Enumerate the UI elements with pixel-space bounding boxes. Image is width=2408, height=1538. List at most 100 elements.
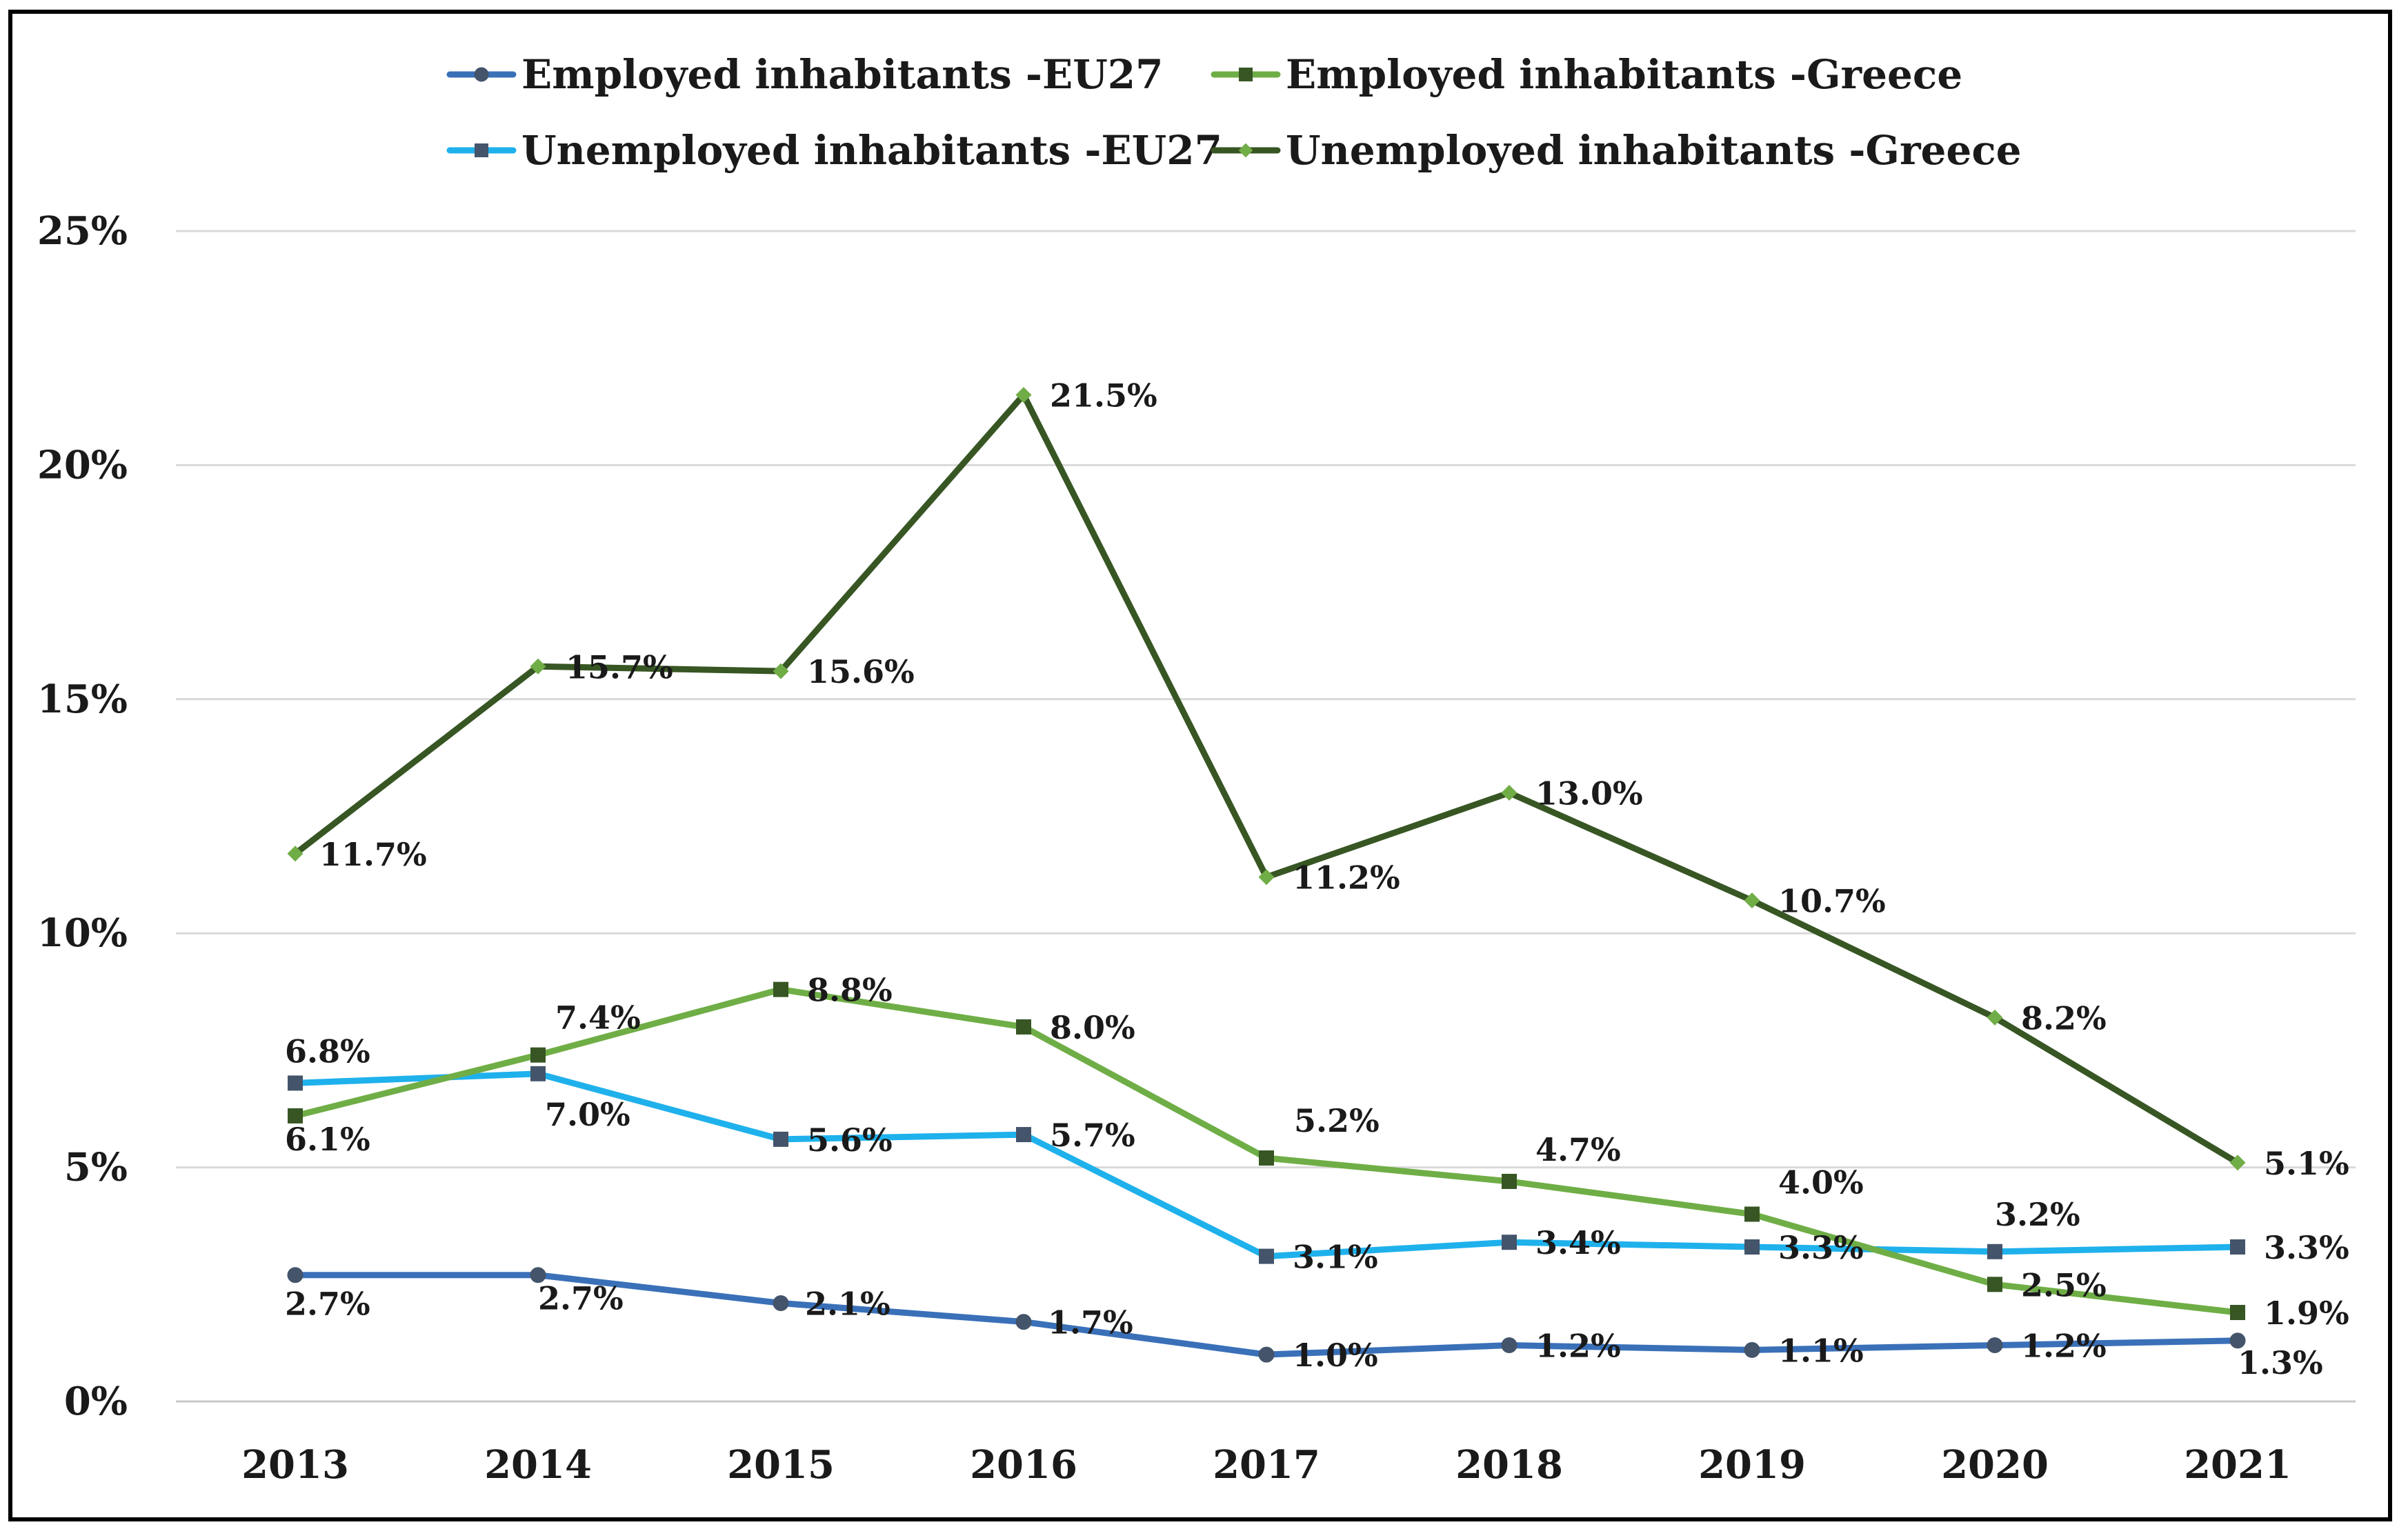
- data-label: 3.3%: [2264, 1229, 2349, 1266]
- data-label: 6.8%: [285, 1032, 370, 1070]
- data-label: 3.3%: [1778, 1229, 1864, 1266]
- legend-item: Unemployed inhabitants -Greece: [1211, 127, 2022, 174]
- data-point-marker: [1501, 1337, 1518, 1354]
- data-point-marker: [1016, 1127, 1031, 1143]
- y-tick-label: 15%: [37, 677, 128, 722]
- data-label: 7.0%: [545, 1096, 630, 1133]
- data-point-marker: [1987, 1009, 2003, 1026]
- data-label: 7.4%: [555, 999, 641, 1037]
- x-tick-label: 2017: [1213, 1442, 1320, 1488]
- x-tick-label: 2018: [1455, 1442, 1563, 1488]
- data-label: 8.8%: [807, 972, 893, 1009]
- series-unemployed-inhabitants-eu27: [288, 1066, 2245, 1264]
- data-point-marker: [530, 1066, 546, 1081]
- data-point-marker: [1502, 1173, 1517, 1189]
- data-point-marker: [773, 1131, 788, 1147]
- data-label: 3.2%: [1995, 1196, 2080, 1233]
- gridlines: [176, 230, 2356, 1403]
- data-point-marker: [1501, 785, 1518, 801]
- data-point-marker: [1015, 387, 1032, 403]
- x-axis: 2013 2014 2015 2016 2017 2018 2019 2020 2021: [241, 1442, 2291, 1488]
- legend-marker: [1238, 143, 1253, 158]
- series-unemployed-inhabitants-greece: [287, 387, 2246, 1171]
- data-label: 3.4%: [1535, 1224, 1621, 1261]
- data-point-marker: [1987, 1277, 2002, 1292]
- data-point-marker: [773, 663, 789, 679]
- legend-item: Employed inhabitants -Greece: [1211, 51, 1962, 98]
- legend-label: Employed inhabitants -EU27: [521, 51, 1164, 98]
- data-point-marker: [773, 981, 788, 997]
- data-label: 15.7%: [566, 648, 673, 686]
- data-label: 2.7%: [285, 1286, 370, 1323]
- y-tick-label: 0%: [64, 1379, 128, 1424]
- x-tick-label: 2014: [484, 1442, 592, 1488]
- data-label: 11.7%: [319, 836, 427, 873]
- data-label: 5.6%: [807, 1121, 893, 1159]
- data-point-marker: [1016, 1019, 1031, 1035]
- y-tick-label: 25%: [37, 208, 128, 254]
- data-label: 1.2%: [2021, 1328, 2107, 1365]
- data-label: 2.5%: [2021, 1266, 2107, 1304]
- data-label: 1.1%: [1778, 1332, 1864, 1369]
- y-tick-label: 20%: [37, 442, 128, 488]
- data-point-marker: [287, 1267, 304, 1284]
- data-point-marker: [1744, 1341, 1760, 1358]
- data-label: 1.9%: [2264, 1295, 2349, 1332]
- data-label: 10.7%: [1778, 883, 1886, 920]
- data-point-marker: [773, 1295, 789, 1311]
- data-point-marker: [2229, 1332, 2246, 1349]
- legend-marker: [1239, 68, 1253, 81]
- data-point-marker: [530, 658, 546, 675]
- data-point-marker: [2230, 1305, 2245, 1321]
- data-point-marker: [1258, 1346, 1275, 1363]
- series-line: [292, 392, 2241, 1166]
- data-point-marker: [1744, 1239, 1760, 1255]
- data-point-marker: [2230, 1239, 2245, 1255]
- data-label: 4.0%: [1778, 1164, 1864, 1201]
- data-label: 2.1%: [805, 1285, 890, 1322]
- legend-marker: [475, 143, 488, 157]
- data-point-marker: [1015, 1314, 1032, 1330]
- data-point-marker: [1987, 1244, 2002, 1259]
- data-label: 21.5%: [1050, 377, 1157, 415]
- y-tick-label: 5%: [64, 1145, 128, 1190]
- data-label: 6.1%: [285, 1121, 370, 1158]
- data-point-marker: [287, 846, 304, 862]
- data-label: 4.7%: [1535, 1131, 1621, 1168]
- legend-label: Unemployed inhabitants -Greece: [1286, 127, 2022, 174]
- data-point-marker: [2229, 1155, 2246, 1171]
- data-point-marker: [1744, 892, 1760, 909]
- x-tick-label: 2016: [970, 1442, 1077, 1488]
- data-label: 8.0%: [1050, 1009, 1135, 1046]
- data-label: 3.1%: [1293, 1239, 1378, 1276]
- data-point-marker: [1259, 1150, 1274, 1166]
- data-point-marker: [530, 1267, 546, 1284]
- data-label: 13.0%: [1535, 775, 1643, 812]
- data-label: 11.2%: [1293, 859, 1400, 897]
- legend-label: Unemployed inhabitants -EU27: [521, 127, 1222, 174]
- data-point-marker: [288, 1108, 303, 1123]
- data-label: 1.0%: [1293, 1337, 1378, 1374]
- series-employed-inhabitants-greece: [288, 981, 2245, 1321]
- data-point-marker: [288, 1075, 303, 1091]
- legend-item: Employed inhabitants -EU27: [446, 51, 1164, 98]
- data-label: 5.1%: [2264, 1145, 2349, 1182]
- data-label: 2.7%: [538, 1280, 624, 1317]
- y-axis: 0% 5% 10% 15% 20% 25%: [37, 208, 128, 1424]
- data-point-marker: [530, 1047, 546, 1063]
- data-point-marker: [1502, 1235, 1517, 1250]
- legend-label: Employed inhabitants -Greece: [1286, 51, 1962, 98]
- legend-item: Unemployed inhabitants -EU27: [446, 127, 1222, 174]
- x-tick-label: 2015: [727, 1442, 835, 1488]
- y-tick-label: 10%: [37, 910, 128, 956]
- legend-marker: [474, 67, 489, 82]
- x-tick-label: 2020: [1941, 1442, 2049, 1488]
- series-employed-inhabitants-eu27: [287, 1267, 2246, 1363]
- x-tick-label: 2019: [1698, 1442, 1806, 1488]
- data-label: 5.7%: [1050, 1117, 1135, 1154]
- data-label: 8.2%: [2021, 999, 2107, 1037]
- data-point-marker: [1744, 1206, 1760, 1222]
- x-tick-label: 2013: [241, 1442, 349, 1488]
- data-label: 15.6%: [807, 653, 915, 690]
